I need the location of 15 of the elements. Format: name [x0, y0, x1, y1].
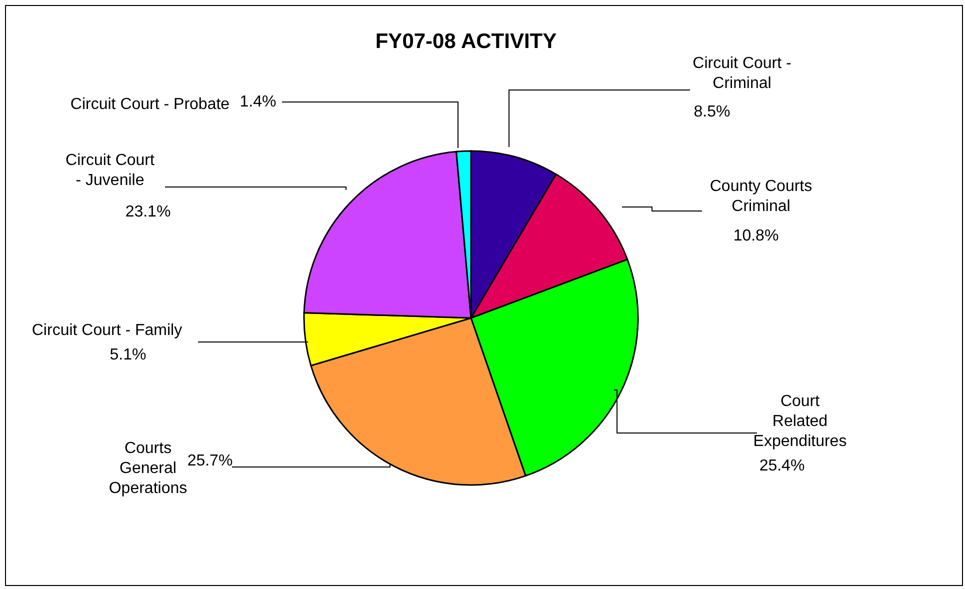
data-label: 25.4%	[759, 458, 805, 474]
data-label: 8.5%	[694, 104, 730, 120]
data-label: 10.8%	[733, 228, 779, 244]
data-label: 23.1%	[125, 204, 171, 220]
slice-label: Courts General Operations	[108, 440, 188, 496]
slice-label: Circuit Court - Criminal	[692, 54, 792, 92]
slice-label: County Courts Criminal	[710, 178, 812, 214]
slice-label: Court Related Expenditures	[753, 392, 847, 450]
data-label: 5.1%	[110, 346, 146, 364]
slice-label: Circuit Court - Probate	[70, 96, 230, 112]
slice-label: Circuit Court - Family	[32, 322, 182, 338]
data-label: 1.4%	[240, 94, 276, 110]
chart-title: FY07-08 ACTIVITY	[374, 30, 558, 54]
slice-label: Circuit Court - Juvenile	[66, 152, 156, 188]
data-label: 25.7%	[187, 452, 233, 470]
